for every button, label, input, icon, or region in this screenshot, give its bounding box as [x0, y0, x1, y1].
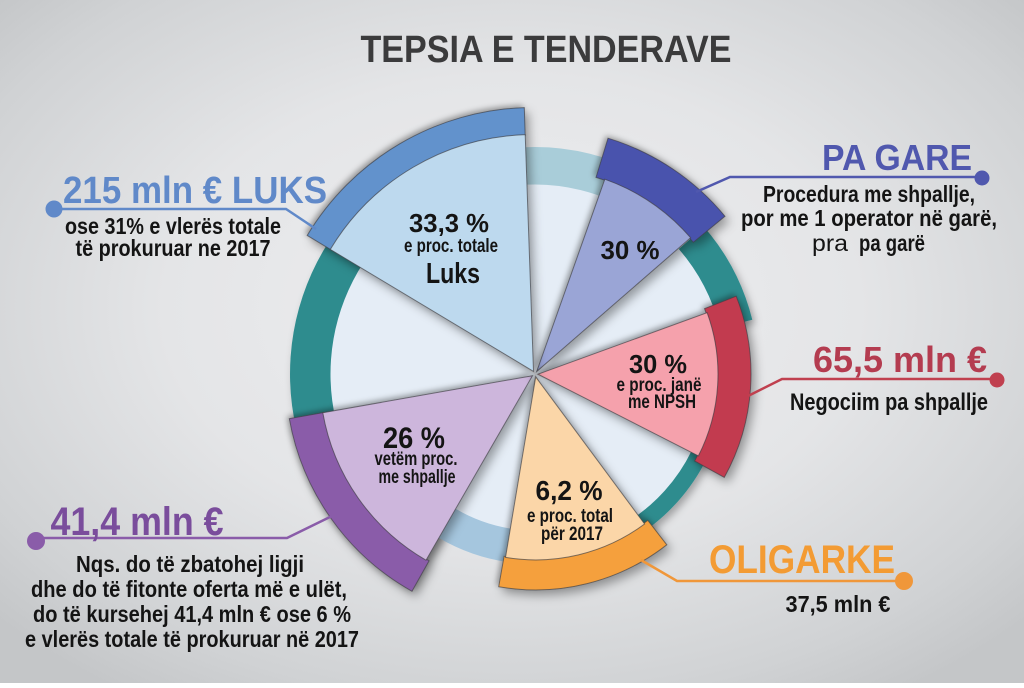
- svg-text:Procedura me shpallje,: Procedura me shpallje,: [763, 181, 975, 207]
- svg-text:e proc. janë: e proc. janë: [617, 375, 702, 396]
- svg-text:me NPSH: me NPSH: [628, 392, 696, 413]
- svg-text:pra: pra: [812, 230, 849, 256]
- svg-text:por me 1 operator në garë,: por me 1 operator në garë,: [741, 205, 997, 231]
- svg-text:për 2017: për 2017: [541, 524, 603, 545]
- svg-text:Negociim pa shpallje: Negociim pa shpallje: [790, 389, 988, 416]
- svg-text:215 mln € LUKS: 215 mln € LUKS: [63, 170, 327, 212]
- svg-text:33,3 %: 33,3 %: [409, 208, 489, 238]
- svg-text:do të kursehej 41,4 mln € ose: do të kursehej 41,4 mln € ose 6 %: [33, 601, 351, 627]
- svg-text:37,5 mln €: 37,5 mln €: [786, 591, 891, 617]
- svg-text:pa garë: pa garë: [859, 230, 925, 256]
- svg-text:Luks: Luks: [426, 258, 480, 290]
- svg-text:PA GARE: PA GARE: [822, 137, 972, 178]
- svg-text:e vlerës totale të prokuruar n: e vlerës totale të prokuruar në 2017: [25, 626, 359, 652]
- svg-text:dhe do të fitonte oferta më e: dhe do të fitonte oferta më e ulët,: [31, 576, 347, 602]
- svg-text:e proc. total: e proc. total: [527, 506, 613, 527]
- svg-text:26 %: 26 %: [383, 422, 445, 455]
- svg-text:e proc. totale: e proc. totale: [404, 236, 498, 257]
- svg-text:TEPSIA E TENDERAVE: TEPSIA E TENDERAVE: [361, 29, 732, 71]
- svg-text:6,2 %: 6,2 %: [536, 475, 603, 506]
- svg-text:me shpallje: me shpallje: [379, 467, 456, 488]
- svg-text:vetëm proc.: vetëm proc.: [375, 449, 458, 470]
- svg-text:41,4 mln €: 41,4 mln €: [51, 500, 224, 544]
- svg-text:30 %: 30 %: [601, 235, 660, 265]
- svg-text:65,5 mln €: 65,5 mln €: [813, 339, 987, 380]
- svg-text:OLIGARKE: OLIGARKE: [709, 538, 895, 582]
- svg-text:të prokuruar ne 2017: të prokuruar ne 2017: [76, 235, 271, 261]
- svg-text:Nqs. do të zbatohej ligji: Nqs. do të zbatohej ligji: [76, 551, 304, 577]
- svg-text:30 %: 30 %: [629, 349, 687, 379]
- svg-text:ose 31% e vlerës totale: ose 31% e vlerës totale: [65, 213, 281, 239]
